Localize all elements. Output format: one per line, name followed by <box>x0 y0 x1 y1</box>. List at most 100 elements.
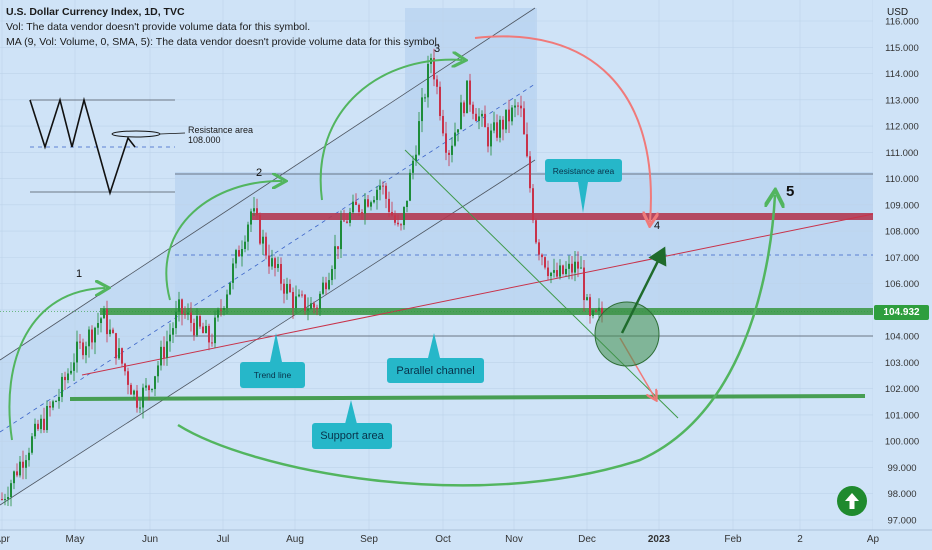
candle-body <box>427 63 429 98</box>
candle-body <box>307 308 309 311</box>
pointer-trend <box>270 333 282 362</box>
ma-note: MA (9, Vol: Volume, 0, SMA, 5): The data… <box>6 36 440 48</box>
candle-body <box>412 160 414 173</box>
candle-body <box>64 376 66 381</box>
candle-body <box>346 221 348 223</box>
candlestick-series <box>0 48 873 507</box>
candle-body <box>340 220 342 250</box>
candle-body <box>52 401 54 408</box>
candle-body <box>271 258 273 267</box>
price-tick-label: 113.000 <box>885 95 919 106</box>
candle-body <box>157 365 159 377</box>
time-tick-label: Oct <box>435 534 451 545</box>
candle-body <box>418 121 420 155</box>
candle-body <box>31 436 33 453</box>
candle-body <box>409 172 411 201</box>
price-tick-label: 107.000 <box>885 253 919 264</box>
candle-body <box>274 258 276 268</box>
candle-body <box>550 272 552 277</box>
candle-body <box>337 246 339 250</box>
candle-body <box>586 297 588 301</box>
candle-body <box>565 268 567 275</box>
candle-body <box>532 188 534 221</box>
candle-body <box>19 461 21 476</box>
candle-body <box>421 97 423 122</box>
candle-body <box>166 341 168 358</box>
candle-body <box>43 418 45 431</box>
candle-body <box>304 294 306 311</box>
candle-body <box>466 80 468 114</box>
price-tick-label: 100.000 <box>885 437 919 448</box>
candle-body <box>163 346 165 358</box>
resistance-area-label: Resistance area <box>188 125 253 135</box>
candle-body <box>202 326 204 334</box>
candle-body <box>67 373 69 381</box>
candle-body <box>49 405 51 408</box>
candle-body <box>553 270 555 273</box>
candle-body <box>4 499 6 501</box>
chart-title: U.S. Dollar Currency Index, 1D, TVC <box>6 6 185 18</box>
candle-body <box>478 116 480 121</box>
candle-body <box>184 313 186 315</box>
channel-upper-line <box>0 7 536 361</box>
candle-body <box>559 265 561 277</box>
candle-body <box>331 269 333 281</box>
bounce-arrow <box>620 246 667 334</box>
candle-body <box>208 325 210 343</box>
time-tick-label: Ap <box>867 534 880 545</box>
candle-body <box>508 109 510 122</box>
candle-body <box>13 471 15 484</box>
candle-body <box>448 152 450 155</box>
candle-body <box>436 79 438 87</box>
candle-body <box>361 212 363 214</box>
price-tick-label: 101.000 <box>885 410 919 421</box>
candle-body <box>70 370 72 374</box>
time-axis[interactable]: Apr May Jun Jul Aug Sep Oct Nov Dec 2023 Feb 2 Ap <box>0 529 932 545</box>
candle-body <box>496 122 498 138</box>
currency-label: USD <box>887 7 909 18</box>
candle-body <box>1 498 3 500</box>
candle-body <box>73 362 75 371</box>
candle-body <box>136 390 138 408</box>
candle-body <box>463 102 465 114</box>
candle-body <box>487 127 489 147</box>
price-tick-label: 115.000 <box>885 43 919 54</box>
candle-body <box>451 145 453 155</box>
time-tick-label: Feb <box>724 534 742 545</box>
price-tick-label: 98.000 <box>887 489 916 500</box>
candle-body <box>343 220 345 222</box>
tradingview-idea-logo[interactable] <box>837 486 867 516</box>
candle-body <box>415 154 417 161</box>
candle-body <box>517 105 519 107</box>
candle-body <box>403 206 405 226</box>
candle-body <box>355 201 357 205</box>
candle-body <box>250 211 252 225</box>
candle-body <box>481 113 483 117</box>
candle-body <box>178 299 180 312</box>
candle-body <box>577 261 579 269</box>
candle-body <box>151 389 153 391</box>
time-tick-label: Jun <box>142 534 158 545</box>
candle-body <box>277 263 279 268</box>
candle-body <box>37 423 39 430</box>
price-axis[interactable]: 97.000 98.000 99.000 100.000 101.000 102.000 1… <box>873 0 932 530</box>
candle-body <box>370 202 372 207</box>
candle-body <box>484 113 486 128</box>
candle-body <box>268 255 270 267</box>
time-tick-label: Apr <box>0 534 10 545</box>
candle-body <box>253 208 255 212</box>
arrow-wave1 <box>8 288 105 441</box>
candle-body <box>193 322 195 336</box>
candle-body <box>214 317 216 344</box>
candle-body <box>88 329 90 347</box>
up-arrow-icon <box>845 493 859 509</box>
candle-body <box>103 309 105 319</box>
candle-body <box>286 283 288 294</box>
candle-body <box>124 363 126 372</box>
candle-body <box>589 297 591 316</box>
candle-body <box>322 282 324 294</box>
candle-body <box>424 97 426 99</box>
candle-body <box>376 189 378 200</box>
candle-body <box>121 348 123 364</box>
